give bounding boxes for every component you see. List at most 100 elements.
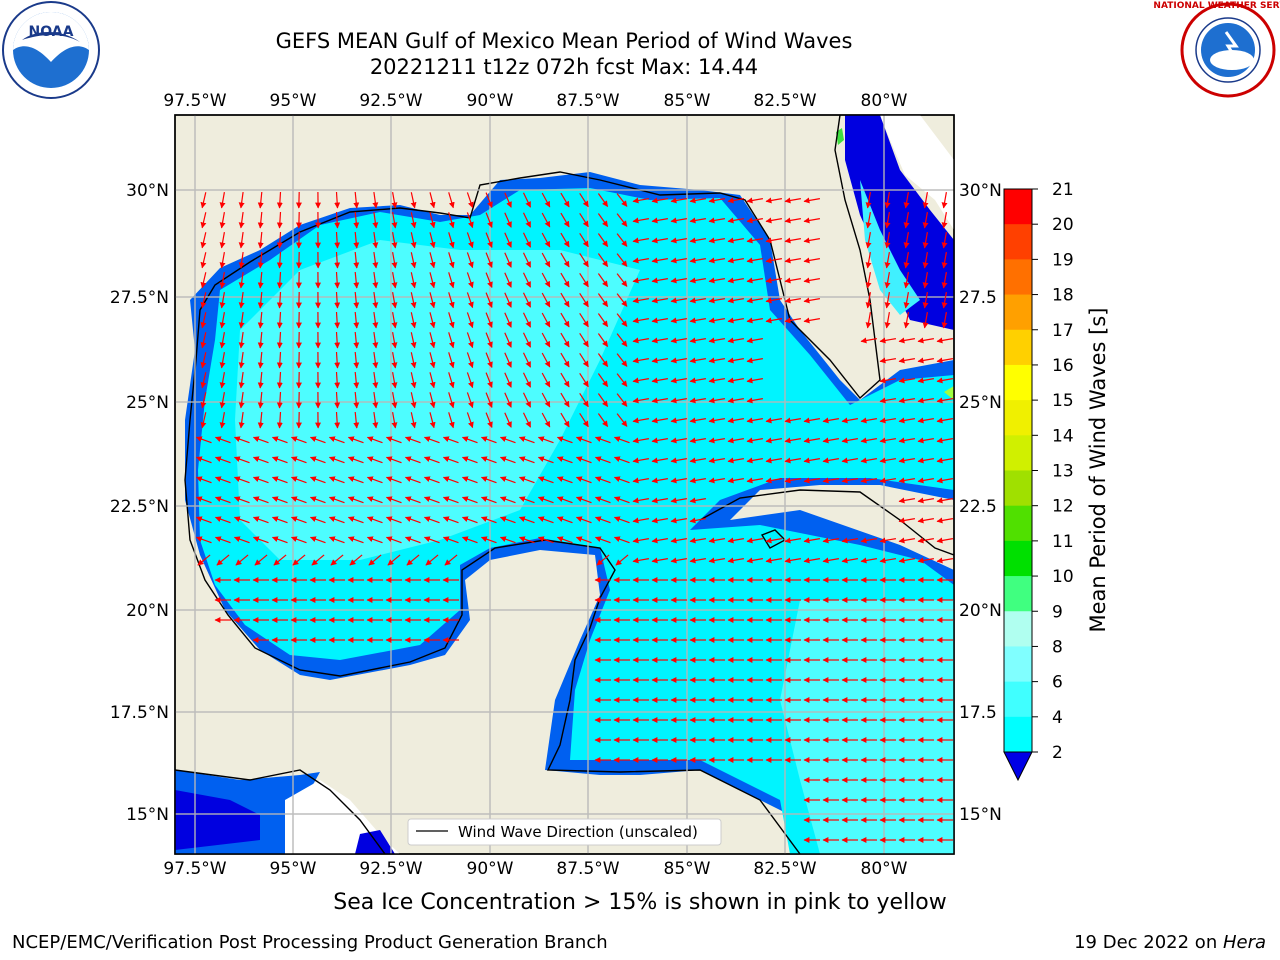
- wave-direction-arrow: [273, 554, 287, 566]
- wave-direction-arrow: [746, 217, 764, 224]
- wave-direction-arrow: [765, 557, 783, 564]
- wave-direction-arrow: [651, 477, 669, 484]
- wave-direction-arrow: [879, 557, 897, 564]
- wave-direction-arrow: [444, 554, 458, 566]
- wave-direction-arrow: [936, 457, 954, 464]
- wave-direction-arrow: [632, 517, 650, 524]
- wave-direction-arrow: [556, 496, 573, 504]
- wave-direction-arrow: [276, 331, 283, 349]
- wave-direction-arrow: [334, 211, 341, 229]
- wave-direction-arrow: [504, 312, 512, 328]
- wave-direction-arrow: [556, 536, 573, 544]
- wave-direction-arrow: [328, 496, 345, 504]
- colorbar-segment: [1004, 364, 1032, 401]
- wave-direction-arrow: [689, 317, 707, 324]
- wave-direction-arrow: [575, 496, 592, 504]
- wave-direction-arrow: [372, 232, 379, 249]
- wave-direction-arrow: [803, 417, 821, 424]
- wave-direction-arrow: [579, 332, 589, 348]
- wave-direction-arrow: [385, 516, 402, 524]
- wave-direction-arrow: [429, 372, 436, 389]
- wave-direction-arrow: [195, 436, 212, 444]
- wave-direction-arrow: [579, 412, 589, 428]
- wave-direction-arrow: [708, 457, 726, 464]
- wave-direction-arrow: [271, 496, 288, 504]
- wave-direction-arrow: [560, 312, 570, 328]
- lat-label: 15°N: [959, 805, 1002, 825]
- wave-direction-arrow: [803, 297, 821, 304]
- colorbar-segment: [1004, 576, 1032, 612]
- wave-direction-arrow: [922, 271, 929, 289]
- wave-direction-arrow: [238, 412, 245, 429]
- wave-direction-arrow: [670, 437, 688, 444]
- noaa-logo-text: NOAA: [29, 24, 74, 40]
- wave-direction-arrow: [366, 476, 383, 484]
- wave-direction-arrow: [689, 457, 707, 464]
- wave-direction-arrow: [219, 331, 226, 349]
- wave-direction-arrow: [276, 191, 283, 209]
- wave-direction-arrow: [480, 496, 497, 504]
- wave-direction-arrow: [917, 437, 935, 444]
- wave-direction-arrow: [537, 516, 554, 524]
- wave-direction-arrow: [727, 437, 745, 444]
- wave-direction-arrow: [575, 476, 592, 484]
- wave-direction-arrow: [594, 456, 611, 464]
- wave-direction-arrow: [448, 232, 455, 249]
- wave-direction-arrow: [466, 352, 474, 369]
- wave-direction-arrow: [841, 557, 859, 564]
- wave-direction-arrow: [372, 412, 379, 429]
- wave-direction-arrow: [727, 317, 745, 324]
- wave-direction-arrow: [353, 371, 360, 389]
- wave-direction-arrow: [689, 397, 707, 404]
- wave-direction-arrow: [504, 332, 512, 348]
- wave-direction-arrow: [884, 251, 891, 269]
- lat-label: 20°N: [959, 601, 1002, 621]
- wave-direction-arrow: [579, 272, 589, 288]
- wave-direction-arrow: [518, 536, 535, 544]
- wave-direction-arrow: [466, 212, 474, 229]
- wave-direction-arrow: [391, 331, 398, 349]
- wave-direction-arrow: [328, 516, 345, 524]
- wave-direction-arrow: [898, 557, 916, 564]
- wave-direction-arrow: [372, 392, 379, 409]
- wave-direction-arrow: [784, 297, 802, 304]
- wave-direction-arrow: [353, 231, 360, 249]
- ice-speck-2: [944, 386, 954, 400]
- wave-direction-arrow: [466, 372, 474, 389]
- colorbar-tick-label: 10: [1052, 567, 1074, 587]
- wave-direction-arrow: [689, 557, 707, 564]
- wave-direction-arrow: [727, 197, 745, 204]
- wave-direction-arrow: [353, 311, 360, 329]
- wave-direction-arrow: [442, 456, 459, 464]
- wave-direction-arrow: [372, 192, 379, 209]
- wave-direction-arrow: [541, 372, 551, 388]
- wave-direction-arrow: [200, 332, 207, 349]
- wave-direction-arrow: [541, 232, 551, 248]
- colorbar-tick-label: 18: [1052, 286, 1074, 306]
- wave-direction-arrow: [541, 352, 551, 368]
- wave-direction-arrow: [385, 476, 402, 484]
- wave-direction-arrow: [613, 496, 630, 504]
- wave-direction-arrow: [651, 537, 669, 544]
- wave-direction-arrow: [632, 417, 650, 424]
- wave-direction-arrow: [423, 476, 440, 484]
- wave-direction-arrow: [238, 312, 245, 329]
- wave-direction-arrow: [670, 317, 688, 324]
- wave-direction-arrow: [746, 377, 764, 384]
- colorbar-tick-label: 4: [1052, 708, 1063, 728]
- wave-direction-arrow: [784, 437, 802, 444]
- wave-direction-arrow: [423, 456, 440, 464]
- wave-direction-arrow: [727, 277, 745, 284]
- nws-logo: NATIONAL WEATHER SERVICE: [1153, 1, 1280, 98]
- wave-direction-arrow: [537, 496, 554, 504]
- wave-direction-arrow: [765, 477, 783, 484]
- wave-direction-arrow: [784, 217, 802, 224]
- wave-direction-arrow: [822, 477, 840, 484]
- wave-direction-arrow: [290, 436, 307, 444]
- wave-direction-arrow: [884, 271, 891, 289]
- wave-direction-arrow: [594, 496, 611, 504]
- colorbar-segment: [1004, 435, 1032, 471]
- wave-direction-arrow: [504, 372, 512, 388]
- wave-direction-arrow: [448, 392, 455, 409]
- wave-direction-arrow: [353, 411, 360, 429]
